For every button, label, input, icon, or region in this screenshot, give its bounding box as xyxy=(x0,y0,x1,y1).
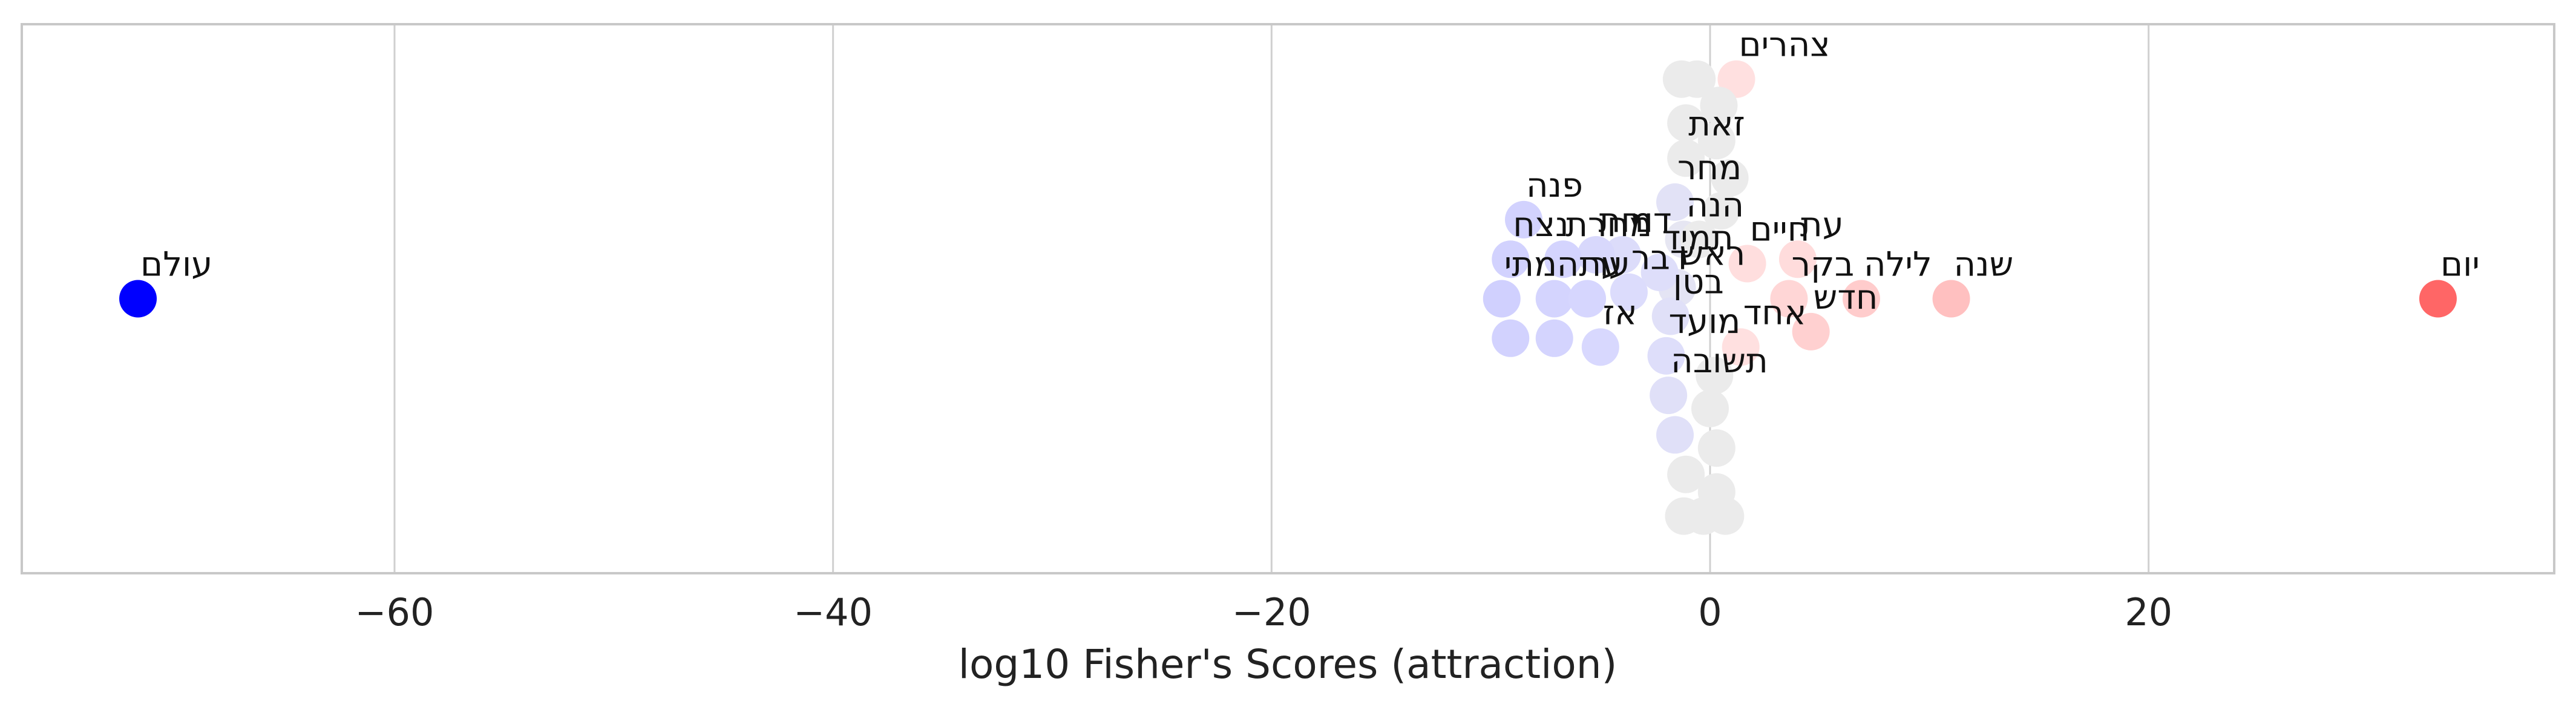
point-label: לילה xyxy=(1864,245,1932,284)
data-point xyxy=(1706,497,1745,535)
data-point xyxy=(1492,319,1530,357)
point-label: מתי xyxy=(1504,245,1557,284)
data-point xyxy=(1667,455,1705,493)
point-label: שנה xyxy=(1954,245,2014,284)
point-label: עת xyxy=(1800,205,1844,245)
data-point xyxy=(1604,235,1642,274)
x-tick-label: 20 xyxy=(2125,590,2172,634)
data-point xyxy=(1778,240,1817,278)
point-label: חדש xyxy=(1814,278,1878,317)
data-point xyxy=(1651,297,1689,335)
point-label: בקר xyxy=(1791,245,1854,284)
point-label: אז xyxy=(1603,293,1637,332)
data-point xyxy=(1647,337,1685,375)
point-label: צהרים xyxy=(1739,25,1830,65)
point-label: מועד xyxy=(1669,302,1741,341)
point-label: דבר xyxy=(1631,238,1689,278)
data-point xyxy=(1667,139,1705,177)
point-label: מחר xyxy=(1677,148,1742,188)
x-tick-label: 0 xyxy=(1698,590,1722,634)
data-point xyxy=(1535,280,1573,318)
point-label: הנה xyxy=(1686,186,1745,225)
point-label: יום xyxy=(2440,245,2480,284)
data-point xyxy=(1691,389,1729,427)
data-points xyxy=(119,60,2457,535)
data-point xyxy=(1680,220,1718,258)
point-label: זאת xyxy=(1688,104,1745,143)
data-point xyxy=(1581,328,1619,366)
x-tick-label: −40 xyxy=(793,590,873,634)
point-label: ראש xyxy=(1680,234,1746,273)
point-label: עולם xyxy=(140,245,212,284)
data-point xyxy=(1640,253,1679,291)
data-point xyxy=(1678,60,1716,98)
plot-frame xyxy=(21,23,2555,574)
data-point xyxy=(119,280,157,318)
plot-background xyxy=(22,24,2554,573)
data-point xyxy=(1544,240,1582,278)
data-point xyxy=(1697,122,1735,160)
point-label: אחד xyxy=(1743,293,1807,332)
x-tick-labels: −60 −40 −20 0 20 xyxy=(355,590,2173,634)
point-label: ער xyxy=(1590,245,1630,284)
data-point xyxy=(1535,319,1573,357)
data-point xyxy=(1700,87,1738,125)
data-point xyxy=(1483,280,1521,318)
data-point xyxy=(1711,159,1749,197)
data-point xyxy=(1702,192,1740,230)
x-tick-label: −60 xyxy=(355,590,434,634)
point-label: נצח xyxy=(1513,205,1568,245)
data-point xyxy=(1696,357,1734,395)
data-point xyxy=(1492,240,1530,278)
data-point xyxy=(1770,280,1808,318)
data-point xyxy=(1656,416,1694,454)
data-point xyxy=(1792,312,1830,350)
data-point xyxy=(1717,60,1755,98)
point-label: פנה xyxy=(1526,166,1583,205)
data-point xyxy=(1656,183,1694,221)
data-point xyxy=(1843,280,1881,318)
point-label: עתה xyxy=(1557,245,1622,284)
data-point xyxy=(1650,377,1688,415)
data-point xyxy=(1610,273,1648,311)
point-label: דור xyxy=(1625,201,1671,240)
data-point xyxy=(1505,200,1543,238)
point-label: מות xyxy=(1599,201,1653,240)
point-label: תמיד xyxy=(1662,219,1734,258)
x-tick-label: −20 xyxy=(1232,590,1311,634)
x-axis-title: log10 Fisher's Scores (attraction) xyxy=(959,641,1617,688)
point-label: חיים xyxy=(1750,209,1810,249)
data-point xyxy=(1697,429,1735,467)
point-label: תשובה xyxy=(1671,341,1768,381)
data-point xyxy=(1728,245,1766,283)
data-point xyxy=(1577,235,1615,274)
data-point xyxy=(2419,280,2457,318)
data-point xyxy=(1667,104,1705,142)
point-label: בטן xyxy=(1673,263,1724,302)
point-label: מחרת xyxy=(1565,205,1652,245)
data-point xyxy=(1568,280,1607,318)
data-point xyxy=(1932,280,1970,318)
data-point xyxy=(1722,328,1760,366)
